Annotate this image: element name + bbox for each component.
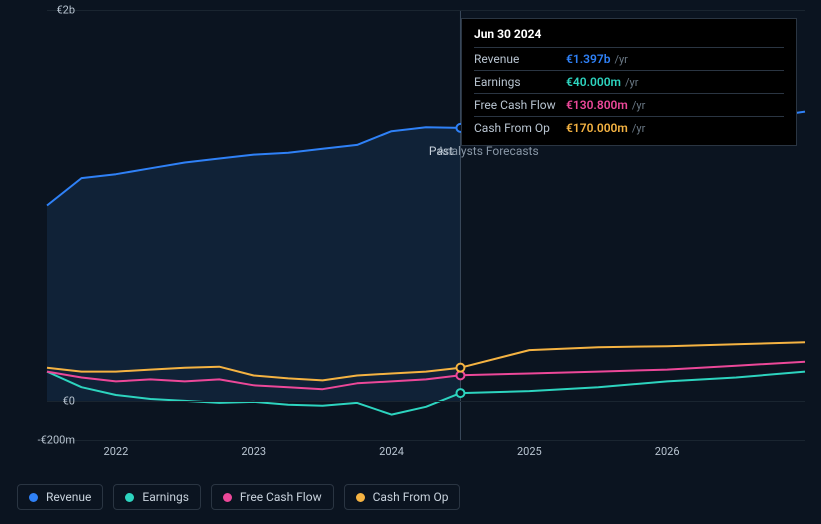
cursor-dot-earnings [456,389,464,397]
x-tick-label: 2026 [655,445,680,458]
tooltip-value: €40.000m [566,75,621,89]
x-tick-label: 2022 [104,445,129,458]
legend-label: Earnings [142,490,189,504]
tooltip-unit: /yr [625,76,638,89]
legend-dot [125,493,134,502]
legend-item-cfo[interactable]: Cash From Op [344,484,461,510]
gridline [47,440,805,441]
forecast-label: Analysts Forecasts [437,144,539,158]
tooltip-row: Cash From Op€170.000m/yr [474,116,784,139]
y-tick-label: €0 [63,394,75,407]
legend-label: Free Cash Flow [240,490,322,504]
legend-label: Cash From Op [373,490,449,504]
legend-dot [356,493,365,502]
tooltip-row: Revenue€1.397b/yr [474,47,784,70]
gridline [47,10,805,11]
tooltip-unit: /yr [632,99,645,112]
legend-dot [223,493,232,502]
tooltip-value: €1.397b [566,52,610,66]
legend-item-fcf[interactable]: Free Cash Flow [211,484,334,510]
tooltip-label: Cash From Op [474,121,566,135]
y-tick-label: €2b [56,4,75,17]
legend-dot [29,493,38,502]
gridline [47,401,805,402]
legend-item-earnings[interactable]: Earnings [113,484,201,510]
tooltip-label: Free Cash Flow [474,98,566,112]
x-tick-label: 2025 [517,445,542,458]
tooltip-row: Earnings€40.000m/yr [474,70,784,93]
tooltip-unit: /yr [632,122,645,135]
tooltip-row: Free Cash Flow€130.800m/yr [474,93,784,116]
y-tick-label: -€200m [38,434,75,447]
tooltip-unit: /yr [614,53,627,66]
x-tick-label: 2023 [241,445,266,458]
tooltip-label: Earnings [474,75,566,89]
x-tick-label: 2024 [379,445,404,458]
legend-item-revenue[interactable]: Revenue [17,484,103,510]
cursor-dot-cfo [456,364,464,372]
tooltip-value: €170.000m [566,121,628,135]
chart-legend: Revenue Earnings Free Cash Flow Cash From O… [17,484,460,510]
tooltip-label: Revenue [474,52,566,66]
legend-label: Revenue [46,490,91,504]
chart-tooltip: Jun 30 2024 Revenue€1.397b/yrEarnings€40… [461,18,797,146]
tooltip-date: Jun 30 2024 [474,27,784,47]
earnings-chart: Past Analysts Forecasts Jun 30 2024 Reve… [17,0,805,524]
tooltip-value: €130.800m [566,98,628,112]
